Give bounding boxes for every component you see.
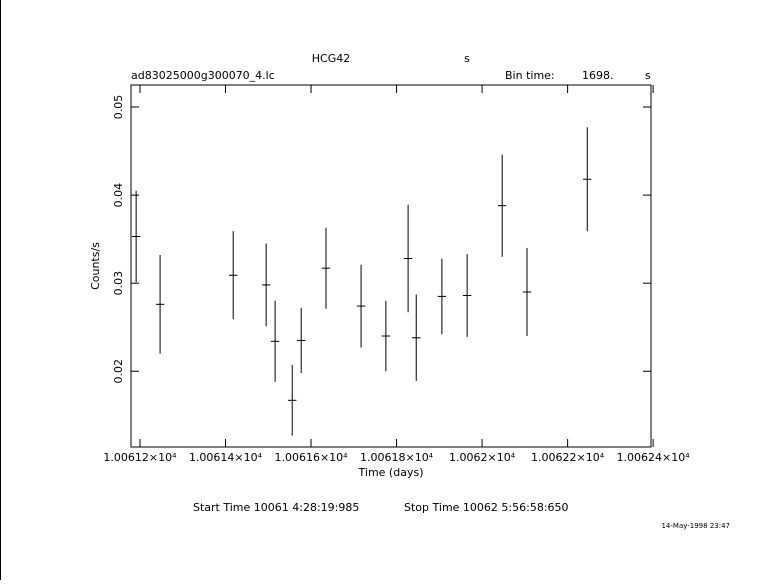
stop-time: Stop Time 10062 5:56:58:650: [404, 501, 569, 514]
x-tick-label: 1.00618×10⁴: [360, 451, 434, 464]
plot-frame: [130, 84, 652, 448]
x-tick-label: 1.00624×10⁴: [617, 451, 691, 464]
x-tick-label: 1.00622×10⁴: [531, 451, 605, 464]
y-axis-label: Counts/s: [89, 242, 102, 290]
y-tick-label: 0.03: [112, 271, 125, 296]
source-file: ad83025000g300070_4.lc: [131, 69, 275, 82]
bin-time: 1698.: [582, 69, 614, 82]
chart-title: HCG42: [312, 52, 350, 65]
x-tick-label: 1.0062×10⁴: [449, 451, 516, 464]
start-time: Start Time 10061 4:28:19:985: [193, 501, 359, 514]
timestamp: 14-May-1998 23:47: [661, 522, 730, 530]
bin-time-unit: s: [645, 69, 651, 82]
x-tick-label: 1.00614×10⁴: [189, 451, 263, 464]
y-tick-label: 0.05: [112, 95, 125, 120]
x-tick-label: 1.00612×10⁴: [103, 451, 177, 464]
y-tick-label: 0.04: [112, 183, 125, 208]
bin-time-label: Bin time:: [505, 69, 555, 82]
title-unit: s: [464, 52, 470, 65]
x-tick-label: 1.00616×10⁴: [274, 451, 348, 464]
x-axis-label: Time (days): [358, 466, 424, 479]
y-tick-label: 0.02: [112, 359, 125, 384]
